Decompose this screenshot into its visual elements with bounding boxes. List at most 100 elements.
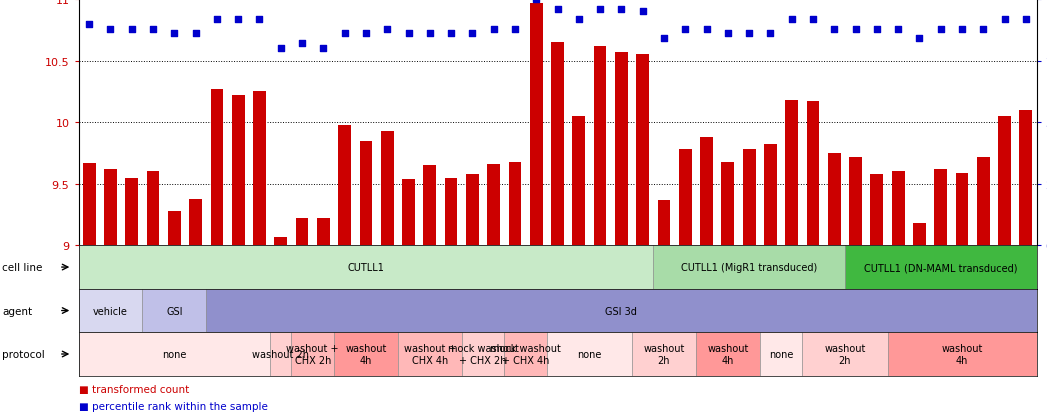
Bar: [551, 43, 564, 246]
Bar: [231, 96, 245, 246]
Point: [507, 26, 524, 33]
Text: washout 2h: washout 2h: [252, 349, 309, 359]
Point: [102, 26, 118, 33]
Point: [954, 26, 971, 33]
Bar: [359, 141, 373, 246]
Bar: [147, 172, 159, 246]
Text: washout
2h: washout 2h: [824, 343, 866, 365]
Bar: [381, 131, 394, 246]
Text: GSI 3d: GSI 3d: [605, 306, 638, 316]
Bar: [594, 47, 606, 246]
Point: [762, 31, 779, 38]
Bar: [83, 164, 95, 246]
Bar: [487, 165, 500, 246]
Bar: [632, 332, 696, 376]
Bar: [210, 90, 223, 246]
Bar: [785, 101, 798, 246]
Bar: [295, 219, 309, 246]
Bar: [270, 332, 291, 376]
Text: none: none: [577, 349, 602, 359]
Point: [804, 17, 821, 23]
Point: [315, 46, 332, 52]
Text: vehicle: vehicle: [93, 306, 128, 316]
Bar: [253, 92, 266, 246]
Bar: [845, 246, 1037, 289]
Text: washout
4h: washout 4h: [941, 343, 983, 365]
Bar: [802, 332, 888, 376]
Point: [719, 31, 736, 38]
Bar: [79, 289, 142, 332]
Bar: [573, 117, 585, 246]
Point: [187, 31, 204, 38]
Text: agent: agent: [2, 306, 32, 316]
Point: [421, 31, 438, 38]
Bar: [530, 4, 542, 246]
Point: [165, 31, 182, 38]
Bar: [934, 170, 948, 246]
Bar: [870, 174, 884, 246]
Text: washout
2h: washout 2h: [643, 343, 685, 365]
Bar: [462, 332, 505, 376]
Text: mock washout
+ CHX 2h: mock washout + CHX 2h: [447, 343, 518, 365]
Point: [251, 17, 268, 23]
Point: [911, 36, 928, 43]
Text: ■ transformed count: ■ transformed count: [79, 384, 188, 394]
Text: cell line: cell line: [2, 262, 43, 273]
Bar: [678, 150, 692, 246]
Bar: [338, 125, 351, 246]
Bar: [806, 102, 820, 246]
Text: washout
4h: washout 4h: [707, 343, 749, 365]
Point: [869, 26, 886, 33]
Point: [783, 17, 800, 23]
Bar: [104, 170, 117, 246]
Bar: [892, 172, 905, 246]
Bar: [849, 157, 862, 246]
Text: none: none: [162, 349, 186, 359]
Point: [741, 31, 758, 38]
Point: [357, 31, 375, 38]
Point: [336, 31, 353, 38]
Bar: [764, 145, 777, 246]
Bar: [79, 246, 653, 289]
Bar: [742, 150, 756, 246]
Point: [826, 26, 843, 33]
Bar: [423, 166, 437, 246]
Point: [464, 31, 481, 38]
Point: [996, 17, 1012, 23]
Text: mock washout
+ CHX 4h: mock washout + CHX 4h: [490, 343, 561, 365]
Bar: [402, 179, 415, 246]
Bar: [206, 289, 1037, 332]
Text: CUTLL1 (DN-MAML transduced): CUTLL1 (DN-MAML transduced): [864, 262, 1018, 273]
Point: [124, 26, 140, 33]
Bar: [445, 178, 458, 246]
Point: [847, 26, 864, 33]
Text: GSI: GSI: [166, 306, 182, 316]
Bar: [274, 237, 287, 246]
Bar: [547, 332, 632, 376]
Bar: [79, 332, 270, 376]
Bar: [505, 332, 547, 376]
Point: [614, 7, 630, 13]
Text: CUTLL1: CUTLL1: [348, 262, 384, 273]
Bar: [615, 53, 628, 246]
Point: [932, 26, 949, 33]
Bar: [977, 157, 989, 246]
Bar: [828, 154, 841, 246]
Bar: [334, 332, 398, 376]
Bar: [126, 178, 138, 246]
Bar: [653, 246, 845, 289]
Point: [1018, 17, 1034, 23]
Point: [81, 21, 97, 28]
Point: [571, 17, 587, 23]
Point: [549, 7, 565, 13]
Bar: [913, 223, 926, 246]
Text: CUTLL1 (MigR1 transduced): CUTLL1 (MigR1 transduced): [681, 262, 818, 273]
Bar: [1020, 111, 1032, 246]
Point: [229, 17, 247, 23]
Bar: [700, 138, 713, 246]
Text: washout +
CHX 2h: washout + CHX 2h: [287, 343, 339, 365]
Point: [528, 0, 544, 3]
Point: [208, 17, 225, 23]
Point: [655, 36, 672, 43]
Point: [272, 46, 289, 52]
